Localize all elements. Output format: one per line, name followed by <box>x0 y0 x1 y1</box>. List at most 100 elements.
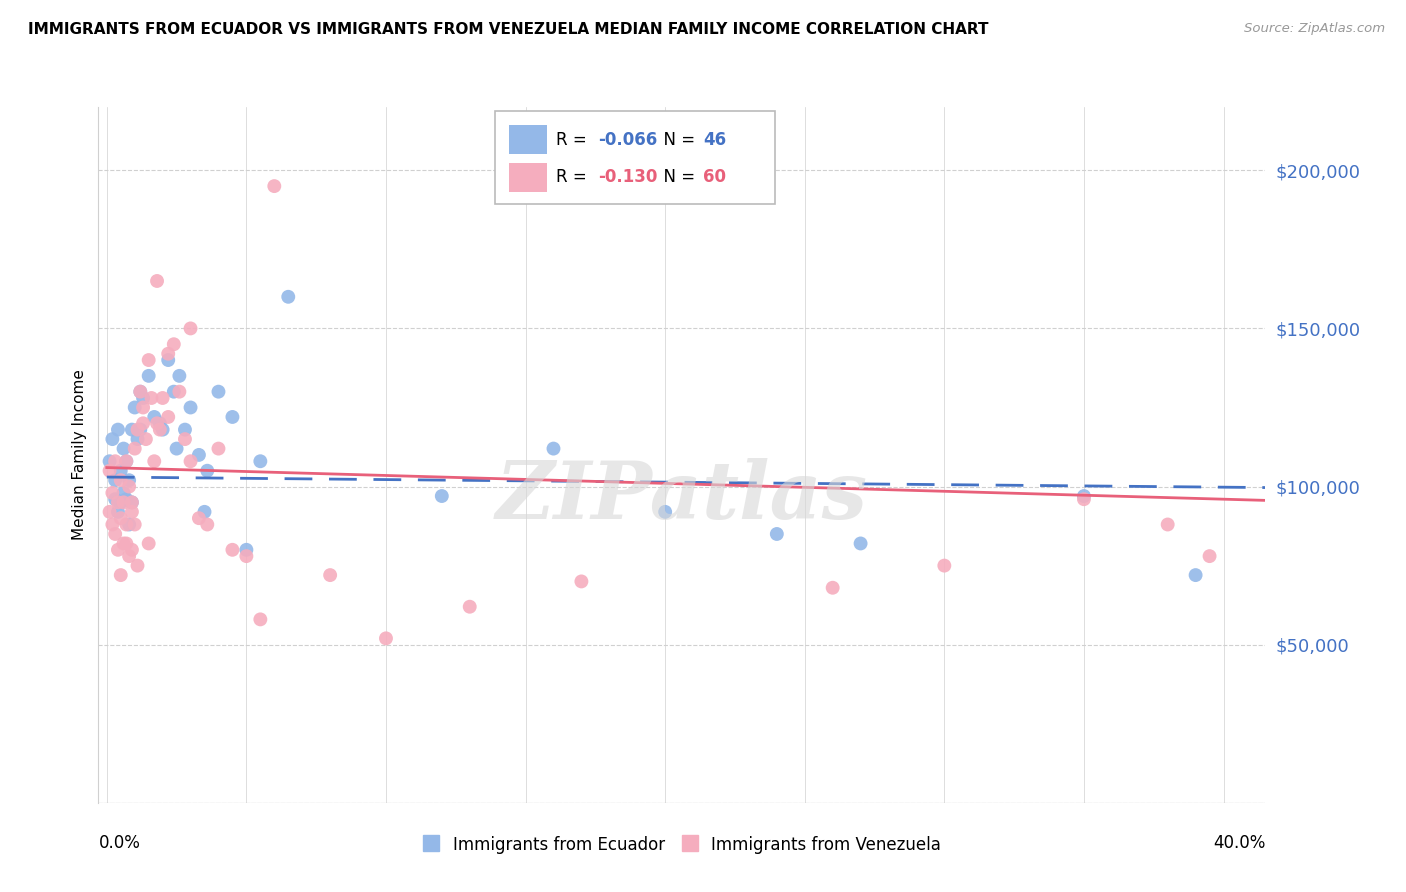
Point <box>146 417 169 431</box>
Point <box>249 454 271 468</box>
Text: ZIPatlas: ZIPatlas <box>496 458 868 535</box>
Point <box>101 432 124 446</box>
Point <box>163 384 186 399</box>
Point <box>849 536 872 550</box>
Point <box>180 454 202 468</box>
Point <box>110 568 132 582</box>
Point <box>110 511 132 525</box>
Text: R =: R = <box>555 131 592 149</box>
Point <box>766 527 789 541</box>
Point <box>195 464 218 478</box>
Point <box>107 423 129 437</box>
Point <box>571 574 593 589</box>
Point <box>98 464 121 478</box>
Point <box>1073 489 1095 503</box>
Point <box>135 432 157 446</box>
Point <box>149 423 172 437</box>
FancyBboxPatch shape <box>495 111 775 204</box>
Point <box>98 505 121 519</box>
Point <box>207 384 229 399</box>
Point <box>143 409 166 424</box>
Point <box>138 353 160 368</box>
Text: Source: ZipAtlas.com: Source: ZipAtlas.com <box>1244 22 1385 36</box>
Point <box>221 542 243 557</box>
Point <box>104 492 127 507</box>
Point <box>129 384 152 399</box>
Point <box>146 274 169 288</box>
Text: 60: 60 <box>703 169 725 186</box>
Point <box>195 517 218 532</box>
Point <box>127 432 149 446</box>
FancyBboxPatch shape <box>509 125 547 154</box>
Point <box>157 353 180 368</box>
Point <box>163 337 186 351</box>
Legend: Immigrants from Ecuador, Immigrants from Venezuela: Immigrants from Ecuador, Immigrants from… <box>416 830 948 861</box>
Point <box>169 368 191 383</box>
Point <box>132 391 155 405</box>
Point <box>235 549 257 563</box>
Text: -0.130: -0.130 <box>598 169 657 186</box>
Point <box>174 432 197 446</box>
Point <box>118 517 141 532</box>
Text: 40.0%: 40.0% <box>1213 834 1265 852</box>
Point <box>121 505 143 519</box>
Point <box>157 347 180 361</box>
FancyBboxPatch shape <box>509 162 547 192</box>
Point <box>152 391 174 405</box>
Point <box>187 511 209 525</box>
Point <box>149 417 172 431</box>
Point <box>115 454 138 468</box>
Point <box>934 558 956 573</box>
Point <box>127 423 149 437</box>
Point <box>152 423 174 437</box>
Point <box>115 454 138 468</box>
Text: 46: 46 <box>703 131 725 149</box>
Point <box>458 599 481 614</box>
Point <box>118 479 141 493</box>
Point <box>654 505 676 519</box>
Point <box>263 179 285 194</box>
Point <box>193 505 215 519</box>
Point <box>138 368 160 383</box>
Text: IMMIGRANTS FROM ECUADOR VS IMMIGRANTS FROM VENEZUELA MEDIAN FAMILY INCOME CORREL: IMMIGRANTS FROM ECUADOR VS IMMIGRANTS FR… <box>28 22 988 37</box>
Point <box>104 473 127 487</box>
Point <box>121 495 143 509</box>
Point <box>174 423 197 437</box>
Point <box>141 391 163 405</box>
Point <box>124 401 146 415</box>
Point <box>1198 549 1220 563</box>
Point <box>121 542 143 557</box>
Point <box>129 384 152 399</box>
Point <box>107 542 129 557</box>
Point <box>235 542 257 557</box>
Point <box>132 417 155 431</box>
Text: R =: R = <box>555 169 592 186</box>
Point <box>118 549 141 563</box>
Point <box>249 612 271 626</box>
Point <box>124 442 146 456</box>
Point <box>110 473 132 487</box>
Text: 0.0%: 0.0% <box>98 834 141 852</box>
Text: N =: N = <box>652 131 700 149</box>
Point <box>132 401 155 415</box>
Point <box>277 290 299 304</box>
Point <box>98 454 121 468</box>
Point <box>124 517 146 532</box>
Point <box>180 321 202 335</box>
Point <box>112 495 135 509</box>
Point <box>104 527 127 541</box>
Point <box>112 442 135 456</box>
Point <box>101 517 124 532</box>
Point <box>1184 568 1206 582</box>
Point <box>221 409 243 424</box>
Point <box>143 454 166 468</box>
Point <box>112 486 135 500</box>
Point <box>127 558 149 573</box>
Point <box>319 568 342 582</box>
Point <box>112 536 135 550</box>
Point <box>138 536 160 550</box>
Point <box>110 495 132 509</box>
Point <box>169 384 191 399</box>
Point <box>115 492 138 507</box>
Text: N =: N = <box>652 169 700 186</box>
